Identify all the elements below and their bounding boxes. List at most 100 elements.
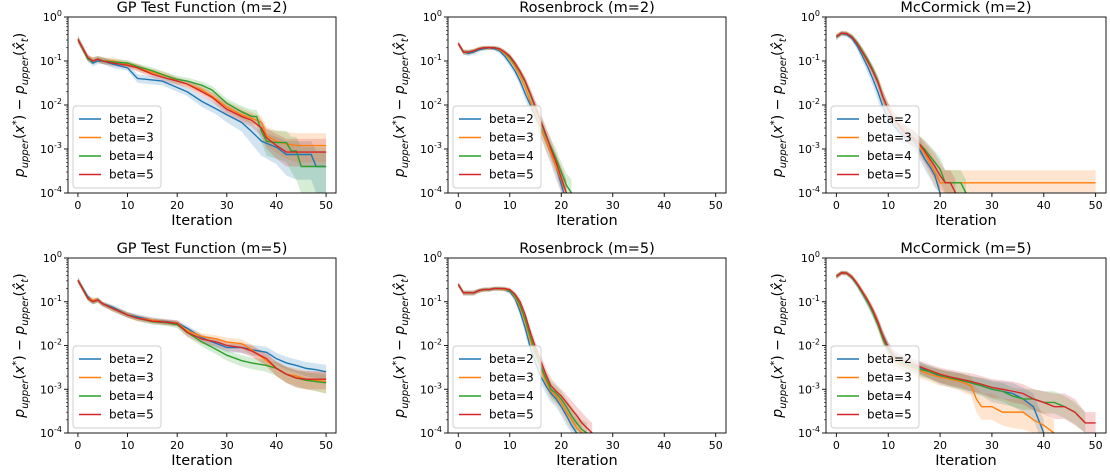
- legend-label-beta=3: beta=3: [109, 131, 154, 145]
- y-tick-label: 10-1: [40, 53, 62, 68]
- legend-frame: [830, 345, 920, 429]
- subplot-4: 0 10 20 30 40 50 10-4 10-3 10-2 10-1 100 GP Test Fu…: [11, 241, 337, 469]
- y-tick-label: 10-4: [420, 185, 442, 200]
- legend-label-beta=4: beta=4: [109, 389, 154, 403]
- x-tick-label: 20: [554, 199, 568, 212]
- x-tick-label: 20: [554, 439, 568, 452]
- y-tick-label: 10-3: [40, 381, 62, 396]
- x-tick-label: 30: [220, 439, 234, 452]
- series-line-beta=5: [77, 279, 327, 380]
- y-tick-label: 10-2: [798, 97, 820, 112]
- x-tick-label: 40: [1037, 199, 1051, 212]
- x-tick-label: 40: [657, 439, 671, 452]
- subplot-title: McCormick (m=5): [900, 241, 1031, 257]
- x-tick-label: 40: [1037, 439, 1051, 452]
- legend-label-beta=2: beta=2: [109, 112, 154, 126]
- y-tick-label: 10-4: [798, 425, 820, 440]
- legend-label-beta=3: beta=3: [489, 371, 534, 385]
- legend-label-beta=3: beta=3: [489, 131, 534, 145]
- x-axis-label: Iteration: [556, 213, 618, 229]
- y-tick-label: 10-4: [40, 425, 62, 440]
- subplot-title: GP Test Function (m=5): [117, 241, 288, 257]
- confidence-band-beta=4: [836, 31, 966, 193]
- confidence-band-beta=5: [77, 277, 327, 390]
- x-tick-label: 10: [881, 439, 895, 452]
- y-tick-label: 10-1: [798, 53, 820, 68]
- x-tick-label: 20: [933, 199, 947, 212]
- legend-frame: [452, 105, 542, 189]
- plot-area: [835, 270, 1096, 433]
- y-tick-label: 10-2: [40, 97, 62, 112]
- legend-label-beta=2: beta=2: [489, 352, 534, 366]
- legend-label-beta=3: beta=3: [109, 371, 154, 385]
- x-tick-label: 0: [455, 199, 462, 212]
- x-tick-label: 40: [269, 439, 283, 452]
- x-tick-label: 30: [985, 439, 999, 452]
- legend-label-beta=5: beta=5: [489, 408, 534, 422]
- y-tick-label: 100: [801, 9, 820, 24]
- y-tick-label: 10-1: [40, 294, 62, 309]
- plot-area: [457, 282, 593, 433]
- x-tick-label: 0: [74, 199, 81, 212]
- y-tick-label: 10-2: [420, 97, 442, 112]
- y-tick-label: 100: [423, 250, 442, 265]
- legend-label-beta=5: beta=5: [109, 408, 154, 422]
- legend-label-beta=5: beta=5: [867, 408, 912, 422]
- y-tick-label: 10-1: [798, 294, 820, 309]
- x-tick-label: 0: [74, 439, 81, 452]
- legend-label-beta=4: beta=4: [867, 149, 912, 163]
- x-tick-label: 0: [833, 439, 840, 452]
- y-axis-label: pupper(x*) − pupper(x̂t): [11, 33, 31, 178]
- x-tick-label: 10: [503, 199, 517, 212]
- confidence-band-beta=3: [458, 282, 582, 433]
- legend-label-beta=2: beta=2: [867, 352, 912, 366]
- confidence-band-beta=4: [77, 36, 327, 193]
- y-axis-label: pupper(x*) − pupper(x̂t): [769, 33, 789, 178]
- y-tick-label: 10-3: [420, 381, 442, 396]
- x-tick-label: 50: [709, 439, 723, 452]
- x-tick-label: 50: [319, 439, 333, 452]
- y-axis-label: pupper(x*) − pupper(x̂t): [11, 273, 31, 418]
- x-tick-label: 10: [881, 199, 895, 212]
- series-line-beta=5: [457, 43, 568, 193]
- legend-label-beta=2: beta=2: [109, 352, 154, 366]
- legend-label-beta=3: beta=3: [867, 131, 912, 145]
- y-tick-label: 10-4: [798, 185, 820, 200]
- legend: beta=2 beta=3 beta=4 beta=5: [452, 345, 542, 429]
- subplot-title: GP Test Function (m=2): [117, 0, 288, 16]
- y-tick-label: 100: [423, 9, 442, 24]
- x-tick-label: 50: [319, 199, 333, 212]
- legend-frame: [72, 105, 162, 189]
- x-axis-label: Iteration: [935, 453, 997, 469]
- x-tick-label: 10: [121, 199, 135, 212]
- y-axis-label: pupper(x*) − pupper(x̂t): [391, 33, 411, 178]
- y-tick-label: 10-2: [798, 338, 820, 353]
- y-tick-label: 10-1: [420, 294, 442, 309]
- y-tick-label: 100: [43, 250, 62, 265]
- x-tick-label: 10: [121, 439, 135, 452]
- y-tick-label: 10-1: [420, 53, 442, 68]
- x-tick-label: 50: [1089, 199, 1103, 212]
- legend-label-beta=4: beta=4: [489, 149, 534, 163]
- legend-frame: [72, 345, 162, 429]
- x-tick-label: 30: [220, 199, 234, 212]
- subplot-2: 0 10 20 30 40 50 10-4 10-3 10-2 10-1 100 Rosenbrock…: [391, 0, 727, 229]
- legend: beta=2 beta=3 beta=4 beta=5: [452, 105, 542, 189]
- y-tick-label: 10-2: [420, 338, 442, 353]
- legend-label-beta=4: beta=4: [867, 389, 912, 403]
- subplot-title: Rosenbrock (m=5): [519, 241, 654, 257]
- plot-area: [77, 35, 327, 193]
- legend-frame: [830, 105, 920, 189]
- x-tick-label: 0: [455, 439, 462, 452]
- confidence-band-beta=2: [836, 270, 1044, 433]
- subplot-6: 0 10 20 30 40 50 10-4 10-3 10-2 10-1 100 McCormick …: [769, 241, 1107, 469]
- y-tick-label: 10-4: [40, 185, 62, 200]
- legend: beta=2 beta=3 beta=4 beta=5: [72, 345, 162, 429]
- legend-label-beta=2: beta=2: [867, 112, 912, 126]
- x-tick-label: 20: [170, 199, 184, 212]
- legend-label-beta=4: beta=4: [109, 149, 154, 163]
- y-tick-label: 100: [43, 9, 62, 24]
- x-tick-label: 10: [503, 439, 517, 452]
- series-line-beta=5: [835, 272, 1096, 424]
- y-tick-label: 10-3: [420, 141, 442, 156]
